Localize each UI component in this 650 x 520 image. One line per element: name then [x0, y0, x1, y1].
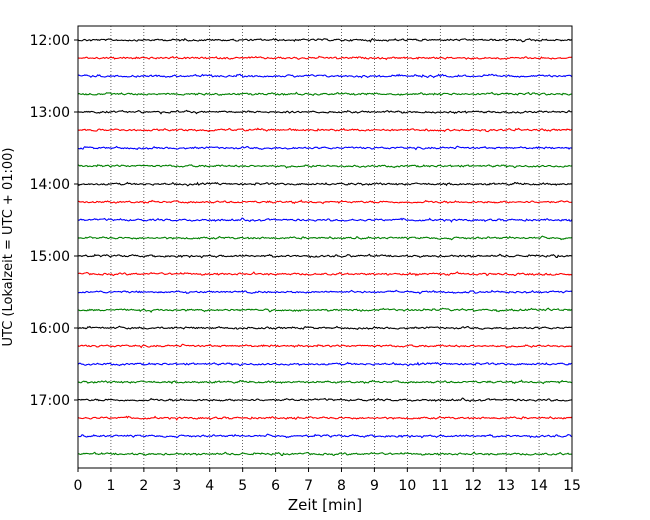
- x-tick-label: 9: [370, 478, 379, 494]
- seismic-trace: [77, 307, 573, 313]
- x-axis-ticks: 0 1 2 3 4 5 6 7 8 9 10 11 12 13 14 15: [74, 468, 581, 494]
- seismic-trace: [77, 109, 573, 115]
- x-tick-label: 11: [431, 478, 449, 494]
- seismic-trace: [77, 145, 573, 151]
- seismic-trace: [77, 199, 573, 205]
- seismic-trace: [77, 235, 573, 241]
- seismic-trace: [77, 253, 573, 259]
- x-tick-label: 1: [106, 478, 115, 494]
- seismic-trace: [77, 164, 573, 169]
- seismic-trace: [77, 361, 573, 367]
- seismic-trace: [77, 271, 573, 277]
- seismic-trace: [77, 181, 573, 187]
- y-axis-ticks: 12:00 13:00 14:00 15:00 16:00 17:00: [30, 33, 78, 409]
- seismic-trace: [77, 127, 573, 133]
- x-tick-label: 15: [563, 478, 581, 494]
- seismic-trace: [77, 73, 573, 79]
- seismic-trace: [77, 433, 573, 439]
- seismic-trace: [77, 415, 573, 421]
- y-tick-label: 13:00: [30, 105, 70, 121]
- y-tick-label: 17:00: [30, 393, 70, 409]
- x-tick-label: 7: [304, 478, 313, 494]
- y-axis-label: UTC (Lokalzeit = UTC + 01:00): [1, 148, 16, 347]
- x-tick-label: 13: [497, 478, 515, 494]
- x-tick-label: 10: [398, 478, 416, 494]
- x-tick-label: 4: [205, 478, 214, 494]
- x-tick-label: 12: [464, 478, 482, 494]
- seismic-trace: [77, 55, 573, 61]
- seismic-trace: [77, 397, 573, 403]
- y-tick-label: 15:00: [30, 249, 70, 265]
- seismic-trace: [77, 38, 573, 43]
- seismic-traces: [77, 38, 573, 457]
- x-tick-label: 5: [238, 478, 247, 494]
- vertical-grid-lines: [110, 26, 540, 468]
- x-tick-label: 14: [530, 478, 548, 494]
- y-tick-label: 14:00: [30, 177, 70, 193]
- x-tick-label: 6: [271, 478, 280, 494]
- x-tick-label: 8: [337, 478, 346, 494]
- seismic-trace: [77, 343, 573, 349]
- y-tick-label: 16:00: [30, 321, 70, 337]
- x-tick-label: 3: [172, 478, 181, 494]
- seismic-trace: [77, 379, 573, 385]
- seismic-trace: [77, 451, 573, 457]
- plot-frame: [77, 25, 573, 469]
- y-tick-label: 12:00: [30, 33, 70, 49]
- x-axis-label: Zeit [min]: [288, 496, 362, 514]
- seismic-trace: [77, 217, 573, 223]
- x-tick-label: 0: [74, 478, 83, 494]
- seismic-trace: [77, 325, 573, 331]
- x-tick-label: 2: [139, 478, 148, 494]
- seismic-trace: [77, 289, 573, 295]
- seismic-trace: [77, 91, 573, 96]
